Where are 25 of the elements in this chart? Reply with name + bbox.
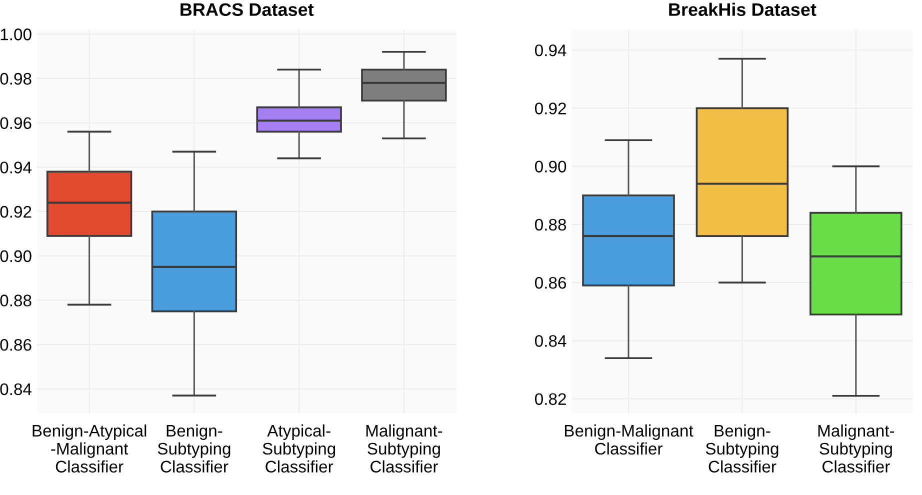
chart-title: BRACS Dataset xyxy=(180,3,314,16)
x-tick-label: Benign- Subtyping Classifier xyxy=(706,424,778,473)
x-tick-label: Benign- Subtyping Classifier xyxy=(158,424,230,473)
y-tick-label: 0.90 xyxy=(0,250,32,262)
x-tick-label: Atypical- Subtyping Classifier xyxy=(262,424,336,473)
y-tick-label: 0.86 xyxy=(534,276,566,289)
y-tick-label: 0.94 xyxy=(0,162,32,174)
x-tick-label: Malignant- Subtyping Classifier xyxy=(818,424,894,473)
y-tick-label: 0.92 xyxy=(534,102,566,114)
y-tick-label: 0.84 xyxy=(0,383,32,396)
x-tick-label: Benign-Atypical -Malignant Classifier xyxy=(32,424,146,473)
y-tick-label: 0.88 xyxy=(0,294,32,306)
y-tick-label: 0.96 xyxy=(0,117,32,130)
y-tick-label: 0.92 xyxy=(0,206,32,218)
y-tick-label: 0.98 xyxy=(0,72,32,85)
y-tick-label: 0.88 xyxy=(534,218,566,231)
y-tick-label: 0.84 xyxy=(534,335,566,347)
x-tick-label: Malignant- Subtyping Classifier xyxy=(366,424,442,473)
y-tick-label: 1.00 xyxy=(0,28,32,40)
y-tick-label: 0.90 xyxy=(534,160,566,172)
y-tick-label: 0.86 xyxy=(0,338,32,351)
y-tick-label: 0.82 xyxy=(534,393,566,405)
x-tick-label: Benign-Malignant Classifier xyxy=(565,424,694,455)
y-tick-label: 0.94 xyxy=(534,44,566,56)
chart-title: BreakHis Dataset xyxy=(669,2,816,16)
